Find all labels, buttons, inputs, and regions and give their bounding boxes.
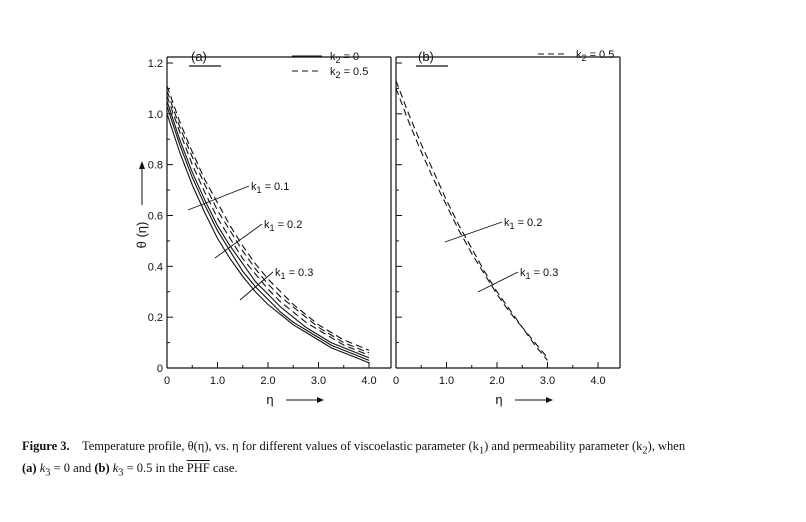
figure-caption: Figure 3. Temperature profile, θ(η), vs.… <box>22 438 792 481</box>
caption-a: (a) <box>22 460 37 475</box>
caption-sub-1: 1 <box>478 445 485 457</box>
x-tick-label: 0 <box>393 375 399 387</box>
y-axis-arrowhead <box>139 161 145 169</box>
x-tick-label: 1.0 <box>439 375 454 387</box>
x-tick-label: 0 <box>164 375 170 387</box>
legend-label: k2 = 0.5 <box>330 66 368 80</box>
series-line <box>166 85 370 351</box>
y-tick-label: 0.2 <box>148 312 163 324</box>
annotation-leader <box>187 185 250 211</box>
series-line <box>166 90 370 354</box>
annotation-label: k1 = 0.3 <box>275 267 313 281</box>
legend-label: k2 = 0 <box>330 51 359 65</box>
y-tick-label: 0.4 <box>148 261 163 273</box>
x-tick-label: 2.0 <box>489 375 504 387</box>
caption-b: (b) <box>94 460 110 475</box>
x-axis-label: η <box>495 392 502 407</box>
figure: 0 1.0 2.0 3.0 4.0 0 0.2 0.4 0.6 0.8 1.0 1.2 (a) k2 = … <box>134 49 621 407</box>
x-tick-label: 3.0 <box>311 375 326 387</box>
series-line <box>395 88 548 361</box>
annotation-leader <box>214 223 263 259</box>
series-line <box>166 113 370 364</box>
annotation-label: k1 = 0.1 <box>251 181 289 195</box>
y-tick-label: 1.2 <box>148 58 163 70</box>
y-tick-label: 1.0 <box>148 109 163 121</box>
y-tick-label: 0.8 <box>148 160 163 172</box>
caption-text-2: ) and permeability parameter (k <box>484 439 643 453</box>
x-tick-label: 3.0 <box>540 375 555 387</box>
caption-val-b: = 0.5 in the <box>123 460 187 475</box>
annotation-label: k1 = 0.2 <box>264 219 302 233</box>
annotation-leader <box>444 221 503 243</box>
caption-end: case. <box>209 460 238 475</box>
caption-k3a: k <box>36 460 46 475</box>
x-axis-arrowhead <box>546 397 553 403</box>
x-axis-label: η <box>266 392 273 407</box>
x-tick-label: 1.0 <box>210 375 225 387</box>
caption-figure-number: Figure 3. <box>22 439 70 453</box>
annotation-leader <box>239 271 274 301</box>
caption-text-3: ), when <box>647 439 686 453</box>
x-axis-arrowhead <box>317 397 324 403</box>
y-tick-label: 0 <box>157 363 163 375</box>
series-line <box>395 80 548 359</box>
y-axis-label: θ (η) <box>134 222 149 249</box>
series-line <box>166 100 370 359</box>
caption-sub-3a: 3 <box>45 467 51 478</box>
panel-label: (b) <box>418 49 434 64</box>
y-tick-label: 0.6 <box>148 211 163 223</box>
annotation-leader <box>477 271 519 293</box>
caption-phf: PHF <box>186 460 210 475</box>
panel-label: (a) <box>191 49 207 64</box>
caption-sub-3b: 3 <box>118 467 124 478</box>
caption-sub-2: 2 <box>642 445 648 457</box>
series-line <box>166 106 370 361</box>
annotation-label: k1 = 0.2 <box>504 217 542 231</box>
x-tick-label: 4.0 <box>590 375 605 387</box>
legend-label: k2 = 0.5 <box>576 49 614 63</box>
series-line <box>166 95 370 356</box>
panel-a: 0 1.0 2.0 3.0 4.0 0 0.2 0.4 0.6 0.8 1.0 1.2 (a) k2 = … <box>134 49 392 407</box>
caption-k3b: k <box>109 460 119 475</box>
annotation-label: k1 = 0.3 <box>520 267 558 281</box>
x-tick-label: 4.0 <box>361 375 376 387</box>
caption-val-a: = 0 and <box>50 460 95 475</box>
panel-b: 0 1.0 2.0 3.0 4.0 (b) k2 = 0.5 k1 = 0.2 k1 = 0.3… <box>393 49 621 407</box>
caption-text-1: Temperature profile, θ(η), vs. η for dif… <box>81 439 479 453</box>
x-tick-label: 2.0 <box>260 375 275 387</box>
